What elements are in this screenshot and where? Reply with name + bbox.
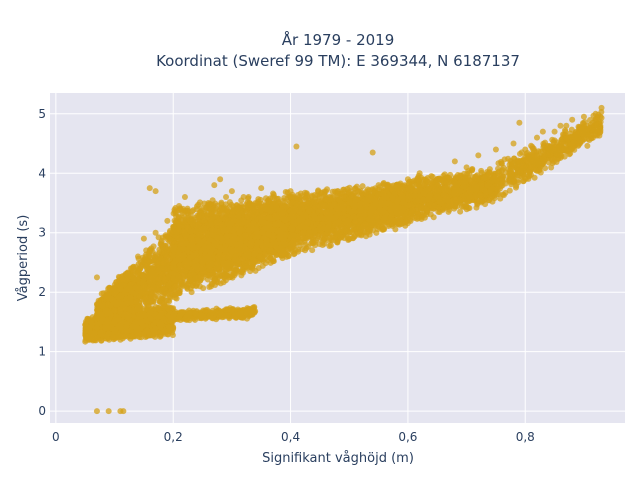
data-points [82,104,605,415]
data-point [91,330,98,337]
data-point [169,332,176,339]
data-point [159,265,166,272]
data-point [164,291,171,298]
chart-title-line-1: År 1979 - 2019 [282,30,395,49]
data-point [136,305,143,312]
data-point [115,332,122,339]
data-point [104,301,111,308]
data-point [152,252,159,259]
data-point [117,306,124,313]
data-point [88,334,95,341]
data-point [160,260,167,267]
data-point [209,315,216,322]
data-point [124,300,131,307]
data-point [151,329,158,336]
data-point [126,284,133,291]
data-point [179,309,185,316]
data-point [239,314,245,321]
data-point [134,276,141,283]
data-point [161,276,168,283]
data-point [127,294,134,301]
data-point [156,281,163,288]
data-point [99,303,106,310]
data-point [123,311,129,318]
data-point [139,272,146,279]
data-point [102,293,109,300]
data-point [185,312,192,319]
data-point [142,295,149,302]
data-point [162,251,169,258]
data-point [136,319,143,326]
data-point [158,310,165,317]
data-point [160,300,167,307]
data-point [134,267,141,274]
data-point [97,329,104,336]
data-point [124,269,131,276]
data-point [152,275,159,282]
data-point [154,293,161,300]
data-point [150,284,157,291]
data-point [111,328,118,335]
data-point [145,311,152,318]
data-point [93,335,100,342]
data-point [165,305,172,312]
data-point [110,333,116,340]
data-point [152,304,159,310]
data-point [138,313,145,320]
data-point [98,337,105,344]
data-point [160,285,167,292]
data-point [148,268,155,275]
data-point [143,264,150,271]
data-point [133,298,140,305]
data-point [192,310,199,317]
data-point [145,258,152,265]
data-point [161,328,168,335]
data-point [134,285,141,292]
data-point [255,265,262,271]
chart-title: År 1979 - 2019 Koordinat (Sweref 99 TM):… [156,30,520,70]
chart-title-line-2: Koordinat (Sweref 99 TM): E 369344, N 61… [156,52,520,70]
data-point [105,310,112,317]
data-point [114,301,121,308]
data-point [83,333,90,340]
data-point [148,298,155,305]
data-point [146,278,153,285]
